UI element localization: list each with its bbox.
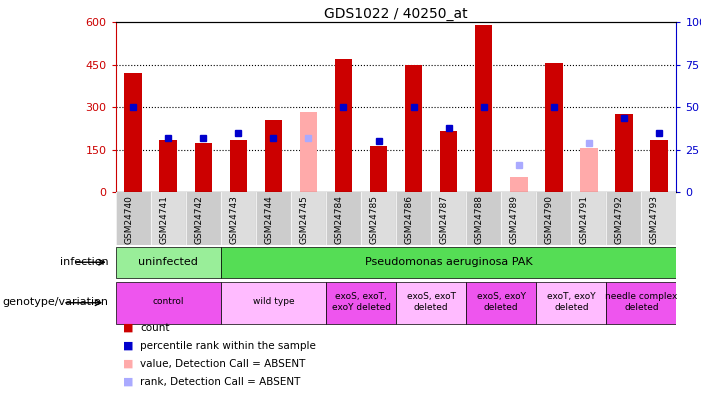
Bar (431, 192, 466, 245)
Text: percentile rank within the sample: percentile rank within the sample (140, 341, 316, 351)
Bar (186, 192, 221, 245)
Text: ■: ■ (123, 341, 133, 351)
Bar (160, 140, 177, 192)
Bar (265, 120, 283, 192)
Text: GSM24790: GSM24790 (545, 195, 554, 244)
Bar (221, 247, 676, 278)
Bar (475, 25, 493, 192)
Text: GSM24789: GSM24789 (510, 195, 519, 244)
Bar (571, 192, 606, 245)
Text: ■: ■ (123, 359, 133, 369)
Text: GSM24788: GSM24788 (475, 195, 484, 244)
Bar (125, 73, 142, 192)
Text: GSM24787: GSM24787 (440, 195, 449, 244)
Bar (116, 282, 221, 324)
Text: wild type: wild type (252, 297, 294, 306)
Bar (195, 143, 212, 192)
Text: GSM24745: GSM24745 (299, 195, 308, 244)
Text: count: count (140, 323, 170, 333)
Text: GSM24741: GSM24741 (159, 195, 168, 244)
Bar (221, 192, 256, 245)
Text: exoS, exoT
deleted: exoS, exoT deleted (407, 292, 456, 311)
Bar (151, 192, 186, 245)
Text: GSM24784: GSM24784 (334, 195, 343, 244)
Text: exoS, exoT,
exoY deleted: exoS, exoT, exoY deleted (332, 292, 390, 311)
Bar (326, 282, 396, 324)
Text: GSM24793: GSM24793 (650, 195, 659, 244)
Bar (405, 65, 423, 192)
Text: uninfected: uninfected (138, 256, 198, 266)
Text: GSM24743: GSM24743 (229, 195, 238, 244)
Bar (221, 282, 326, 324)
Bar (615, 115, 633, 192)
Bar (116, 192, 151, 245)
Bar (651, 140, 668, 192)
Text: value, Detection Call = ABSENT: value, Detection Call = ABSENT (140, 359, 306, 369)
Bar (641, 192, 676, 245)
Bar (396, 282, 466, 324)
Bar (256, 192, 291, 245)
Bar (606, 192, 641, 245)
Text: exoS, exoY
deleted: exoS, exoY deleted (477, 292, 526, 311)
Bar (370, 145, 388, 192)
Bar (116, 247, 221, 278)
Bar (396, 192, 431, 245)
Text: Pseudomonas aeruginosa PAK: Pseudomonas aeruginosa PAK (365, 256, 533, 266)
Bar (335, 59, 353, 192)
Bar (536, 192, 571, 245)
Text: ■: ■ (123, 323, 133, 333)
Text: rank, Detection Call = ABSENT: rank, Detection Call = ABSENT (140, 377, 301, 386)
Text: infection: infection (60, 256, 109, 266)
Bar (361, 192, 396, 245)
Bar (326, 192, 361, 245)
Bar (300, 111, 318, 192)
Bar (230, 140, 247, 192)
Text: ■: ■ (123, 377, 133, 386)
Title: GDS1022 / 40250_at: GDS1022 / 40250_at (325, 7, 468, 21)
Bar (545, 63, 563, 192)
Bar (510, 177, 528, 192)
Text: control: control (153, 297, 184, 306)
Bar (440, 131, 458, 192)
Bar (580, 149, 598, 192)
Text: GSM24792: GSM24792 (615, 195, 624, 244)
Text: GSM24785: GSM24785 (369, 195, 379, 244)
Text: exoT, exoY
deleted: exoT, exoY deleted (547, 292, 596, 311)
Bar (606, 282, 676, 324)
Bar (501, 192, 536, 245)
Text: GSM24742: GSM24742 (194, 195, 203, 244)
Bar (466, 282, 536, 324)
Text: GSM24744: GSM24744 (264, 195, 273, 244)
Text: GSM24791: GSM24791 (580, 195, 589, 244)
Bar (291, 192, 326, 245)
Text: GSM24740: GSM24740 (124, 195, 133, 244)
Bar (466, 192, 501, 245)
Bar (536, 282, 606, 324)
Text: GSM24786: GSM24786 (404, 195, 414, 244)
Text: needle complex
deleted: needle complex deleted (605, 292, 678, 311)
Text: genotype/variation: genotype/variation (3, 297, 109, 307)
